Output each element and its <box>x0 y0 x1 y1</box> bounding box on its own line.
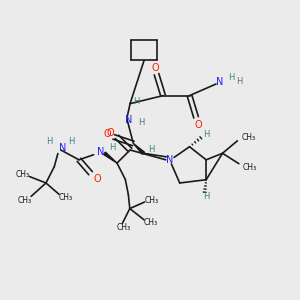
Polygon shape <box>134 143 145 154</box>
Text: CH₃: CH₃ <box>243 163 257 172</box>
Text: O: O <box>93 174 101 184</box>
Text: CH₃: CH₃ <box>242 133 256 142</box>
Text: H: H <box>68 137 74 146</box>
Text: H: H <box>203 130 209 139</box>
Text: N: N <box>124 115 132 125</box>
Text: H: H <box>134 97 140 106</box>
Text: O: O <box>107 128 114 138</box>
Polygon shape <box>103 152 117 163</box>
Text: N: N <box>166 155 174 165</box>
Text: H: H <box>110 143 116 152</box>
Text: N: N <box>216 76 223 87</box>
Text: O: O <box>195 120 202 130</box>
Text: CH₃: CH₃ <box>58 194 72 202</box>
Text: O: O <box>151 63 159 73</box>
Text: H: H <box>138 118 144 127</box>
Text: CH₃: CH₃ <box>16 170 30 179</box>
Text: CH₃: CH₃ <box>116 224 130 232</box>
Text: H: H <box>228 73 235 82</box>
Text: CH₃: CH₃ <box>17 196 32 205</box>
Text: N: N <box>97 147 104 157</box>
Text: H: H <box>204 193 210 202</box>
Text: N: N <box>58 142 66 153</box>
Text: H: H <box>148 145 155 154</box>
Text: H: H <box>236 77 242 86</box>
Text: CH₃: CH₃ <box>144 196 158 205</box>
Text: O: O <box>103 129 111 139</box>
Text: H: H <box>46 136 53 146</box>
Text: CH₃: CH₃ <box>143 218 158 227</box>
